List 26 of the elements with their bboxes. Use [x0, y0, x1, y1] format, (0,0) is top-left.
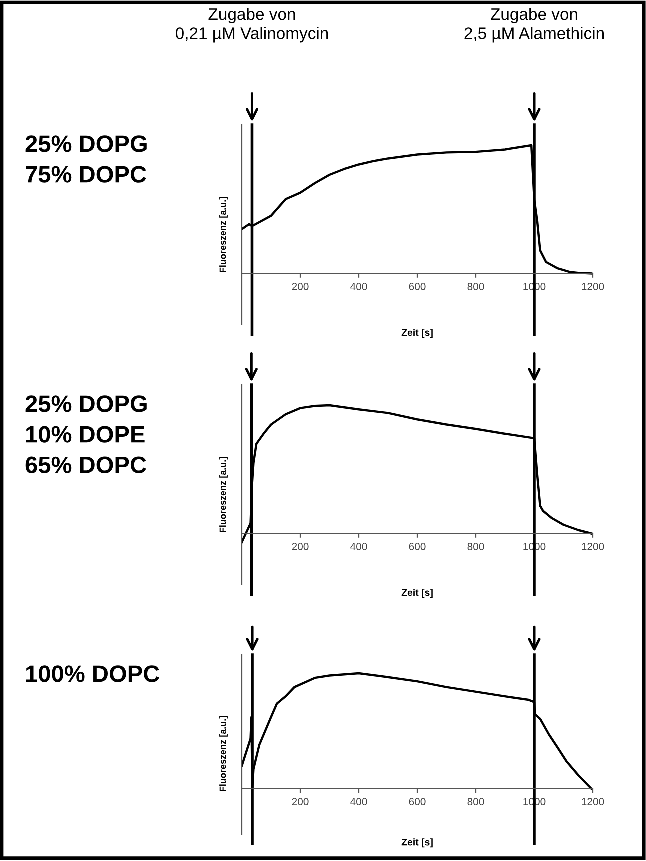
text: Zugabe von 0,21 µM Valinomycin [176, 8, 328, 43]
y-axis-title: Fluoreszenz [a.u.] [220, 716, 228, 792]
chart-title: 100% DOPC [26, 666, 160, 682]
x-tick-label: 800 [468, 798, 484, 806]
x-tick-label: 1200 [582, 283, 604, 290]
x-axis-title: Zeit [s] [402, 838, 433, 848]
x-axis-title: Zeit [s] [402, 589, 433, 598]
y-axis-title: Fluoreszenz [a.u.] [220, 197, 228, 273]
x-tick-label: 1200 [582, 798, 604, 806]
x-tick-label: 600 [409, 283, 426, 290]
x-tick-label: 800 [468, 283, 484, 290]
x-tick-label: 800 [468, 543, 484, 550]
chart-title: 25% DOPG 75% DOPC [26, 136, 147, 183]
x-tick-label: 400 [350, 798, 368, 806]
x-tick-label: 1200 [582, 543, 604, 550]
text: Zugabe von 2,5 µM Alamethicin [464, 8, 604, 43]
x-tick-label: 600 [409, 543, 426, 550]
x-tick-label: 200 [292, 283, 309, 290]
x-tick-label: 600 [409, 798, 426, 806]
x-tick-label: 400 [350, 283, 368, 290]
x-tick-label: 200 [292, 543, 309, 550]
x-tick-label: 400 [350, 543, 368, 550]
y-axis-title: Fluoreszenz [a.u.] [220, 457, 228, 533]
x-tick-label: 200 [292, 798, 309, 806]
text: 25% DOPG 10% DOPE 65% DOPC [26, 396, 147, 474]
x-axis-title: Zeit [s] [402, 329, 433, 338]
